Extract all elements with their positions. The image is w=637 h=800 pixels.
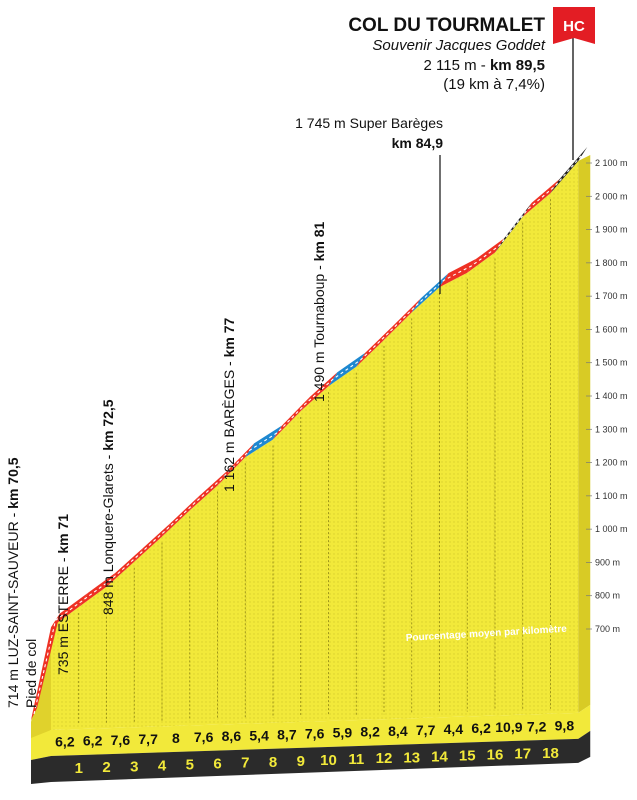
km-grid-lines	[78, 199, 551, 725]
road-segment	[31, 613, 60, 720]
km-band	[31, 730, 591, 784]
gradient-label: 10,9	[495, 719, 522, 735]
y-tick-label: 1 600 m	[595, 324, 628, 334]
gradient-label: 8,6	[222, 728, 242, 744]
summit-altitude: 2 115 m -	[424, 57, 490, 74]
gradient-label: 7,6	[194, 729, 214, 745]
gradient-label: 4,4	[444, 721, 464, 737]
gradient-label: 7,7	[416, 722, 436, 738]
chart-labels: 6,2 6,2 7,6 7,7 8 7,6 8,6 5,4 8,7 7,6 5,9 8,2 8,4 7,7…	[55, 717, 574, 777]
y-tick-label: 1 700 m	[595, 291, 628, 301]
y-tick-label: 900 m	[595, 557, 620, 567]
road-segment	[522, 179, 560, 217]
summit-altitude-line: 2 115 m - km 89,5	[424, 57, 545, 74]
gradient-label: 9,8	[555, 717, 575, 733]
gradient-label: 7,7	[138, 731, 158, 747]
road-segment	[51, 593, 88, 628]
km-tick-label: 2	[102, 759, 110, 776]
y-tick-label: 1 200 m	[595, 458, 628, 468]
profile-area	[31, 155, 591, 745]
km-tick-label: 1	[75, 760, 83, 777]
road-segment	[78, 572, 116, 608]
road-segment	[273, 397, 310, 440]
y-tick-label: 1 400 m	[595, 391, 628, 401]
waypoint-luz-label: 714 m LUZ-SAINT-SAUVEUR - km 70,5	[5, 457, 21, 708]
gradient-label: 6,2	[83, 733, 103, 749]
km-tick-label: 18	[542, 745, 559, 762]
waypoint-esterre-label: 735 m ESTERRE - km 71	[55, 514, 71, 675]
km-tick-label: 8	[269, 754, 277, 771]
road-segment	[439, 258, 477, 288]
y-tick-label: 1 900 m	[595, 225, 628, 235]
gradient-label: 7,2	[527, 718, 547, 734]
km-tick-label: 3	[130, 758, 138, 775]
road-segment	[245, 425, 282, 458]
category-badge: HC	[563, 18, 585, 35]
road-segment	[134, 522, 171, 562]
road-segment	[217, 443, 255, 486]
gradient-label: 8	[172, 730, 180, 746]
y-tick-label: 1 800 m	[595, 258, 628, 268]
waypoint-tournaboup-label: 1 490 m Tournaboup - km 81	[311, 221, 327, 402]
road-segments	[31, 147, 588, 720]
km-tick-label: 14	[431, 748, 448, 765]
gradient-label: 6,2	[471, 720, 491, 736]
gradient-label: 8,2	[360, 724, 380, 740]
km-tick-label: 17	[514, 746, 531, 763]
waypoint-bareges-label: 1 162 m BARÈGES - km 77	[221, 317, 237, 492]
profile-texture	[51, 161, 579, 730]
y-tick-label: 700 m	[595, 624, 620, 634]
km-tick-label: 15	[459, 748, 476, 765]
km-tick-label: 11	[348, 751, 364, 768]
km-tick-label: 5	[186, 757, 194, 774]
base-band	[31, 704, 591, 784]
y-tick-label: 1 100 m	[595, 491, 628, 501]
gradient-band	[31, 704, 591, 760]
summit-name: COL DU TOURMALET	[348, 15, 545, 36]
km-tick-label: 6	[213, 756, 221, 773]
waypoint-superbareges-label: 1 745 m Super Barèges	[295, 115, 443, 131]
km-tick-label: 9	[297, 753, 305, 770]
hc-flag-icon	[553, 7, 595, 44]
km-tick-label: 7	[241, 755, 249, 772]
summit-km: km 89,5	[490, 57, 545, 74]
km-tick-label: 4	[158, 757, 167, 774]
km-tick-label: 13	[403, 749, 420, 766]
y-tick-label: 1 500 m	[595, 358, 628, 368]
gradient-label: 5,9	[333, 725, 353, 741]
road-segment	[106, 547, 144, 587]
road-centerline	[33, 153, 584, 715]
waypoint-superbareges-km: km 84,9	[392, 135, 444, 151]
profile-right-face	[578, 155, 591, 713]
waypoint-luz-extra: Pied de col	[23, 639, 39, 708]
km-tick-label: 10	[320, 752, 337, 769]
waypoint-longuere-label: 848 m Lonquere-Glarets - km 72,5	[100, 399, 116, 615]
gradient-label: 8,4	[388, 723, 408, 739]
summit-detail: (19 km à 7,4%)	[443, 76, 545, 93]
y-tick-label: 800 m	[595, 591, 620, 601]
gradient-label: 8,7	[277, 726, 297, 742]
gradient-label: 6,2	[55, 734, 75, 750]
y-tick-label: 1 000 m	[595, 524, 628, 534]
km-tick-label: 16	[487, 747, 504, 764]
y-axis: 700 m 800 m 900 m 1 000 m 1 100 m 1 200 m 1 30…	[586, 158, 628, 634]
gradient-label: 7,6	[305, 725, 325, 741]
road-segment	[384, 298, 421, 340]
y-tick-label: 1 300 m	[595, 424, 628, 434]
summit-subtitle: Souvenir Jacques Goddet	[372, 37, 545, 54]
gradient-label: 7,6	[111, 732, 131, 748]
gradient-label: 5,4	[249, 727, 269, 743]
y-tick-label: 2 100 m	[595, 158, 628, 168]
km-tick-label: 12	[376, 750, 393, 767]
y-tick-label: 2 000 m	[595, 191, 628, 201]
